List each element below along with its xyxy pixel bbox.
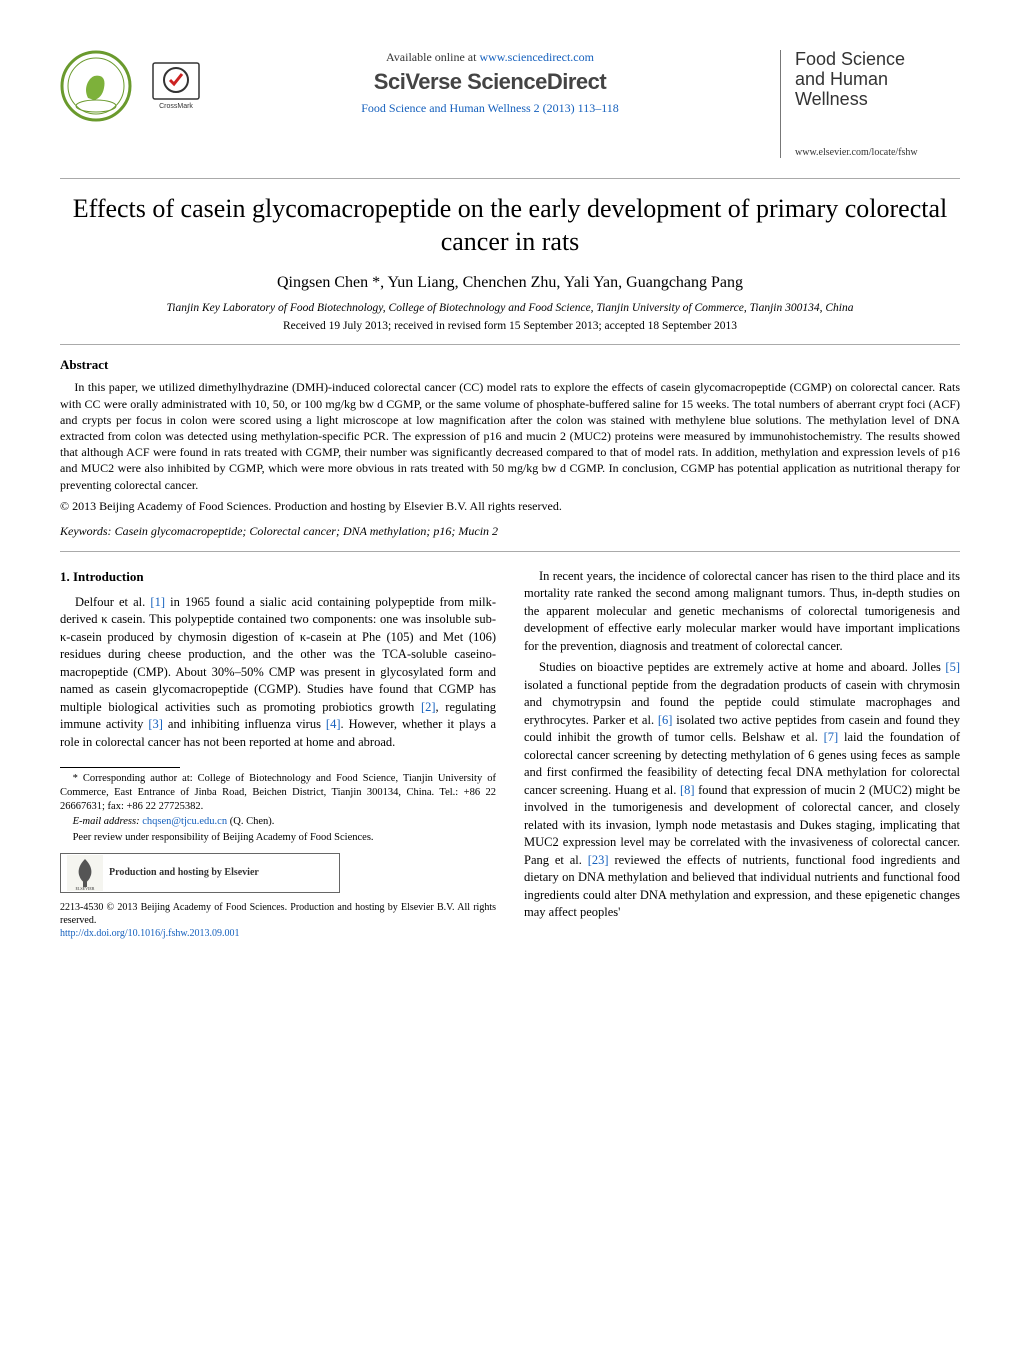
society-logo-icon: [60, 50, 132, 122]
separator-top: [60, 178, 960, 179]
two-column-body: 1. Introduction Delfour et al. [1] in 19…: [60, 568, 960, 940]
journal-url[interactable]: www.elsevier.com/locate/fshw: [795, 147, 960, 158]
citation-3[interactable]: [3]: [148, 717, 163, 731]
footnote-separator: [60, 767, 180, 768]
text: in 1965 found a sialic acid containing p…: [60, 595, 496, 714]
journal-title-line1: Food Science: [795, 49, 905, 69]
text: Delfour et al.: [75, 595, 150, 609]
elsevier-tree-icon: ELSEVIER: [67, 855, 103, 891]
abstract-text: In this paper, we utilized dimethylhydra…: [60, 379, 960, 492]
citation-5[interactable]: [5]: [945, 660, 960, 674]
abstract-heading: Abstract: [60, 357, 960, 373]
right-column: In recent years, the incidence of colore…: [524, 568, 960, 940]
hosting-text: Production and hosting by Elsevier: [109, 866, 259, 879]
section-heading-intro: 1. Introduction: [60, 568, 496, 586]
abstract-body: In this paper, we utilized dimethylhydra…: [60, 379, 960, 492]
citation-6[interactable]: [6]: [658, 713, 673, 727]
footnotes-block: * Corresponding author at: College of Bi…: [60, 772, 496, 939]
separator-after-abstract: [60, 551, 960, 552]
sciencedirect-link[interactable]: www.sciencedirect.com: [479, 50, 594, 64]
sciverse-logo-text: SciVerse ScienceDirect: [220, 69, 760, 95]
journal-title: Food Science and Human Wellness: [795, 50, 960, 109]
abstract-copyright: © 2013 Beijing Academy of Food Sciences.…: [60, 499, 960, 514]
author-list: Qingsen Chen *, Yun Liang, Chenchen Zhu,…: [60, 274, 960, 292]
crossmark-icon[interactable]: CrossMark: [152, 62, 200, 110]
hosting-box: ELSEVIER Production and hosting by Elsev…: [60, 853, 340, 893]
affiliation: Tianjin Key Laboratory of Food Biotechno…: [60, 302, 960, 314]
keywords-values: Casein glycomacropeptide; Colorectal can…: [112, 524, 498, 538]
col2-para-2: Studies on bioactive peptides are extrem…: [524, 659, 960, 922]
issn-block: 2213-4530 © 2013 Beijing Academy of Food…: [60, 901, 496, 940]
intro-para-1: Delfour et al. [1] in 1965 found a siali…: [60, 594, 496, 752]
peer-review-note: Peer review under responsibility of Beij…: [60, 831, 496, 845]
svg-text:CrossMark: CrossMark: [159, 103, 193, 110]
citation-23[interactable]: [23]: [588, 853, 609, 867]
header-row: CrossMark Available online at www.scienc…: [60, 50, 960, 158]
keywords-label: Keywords:: [60, 524, 112, 538]
svg-text:ELSEVIER: ELSEVIER: [76, 886, 95, 891]
separator-after-dates: [60, 344, 960, 345]
citation-8[interactable]: [8]: [680, 783, 695, 797]
email-suffix: (Q. Chen).: [227, 816, 274, 827]
journal-citation-line: Food Science and Human Wellness 2 (2013)…: [220, 101, 760, 116]
available-prefix: Available online at: [386, 50, 479, 64]
corresponding-author: * Corresponding author at: College of Bi…: [60, 772, 496, 813]
citation-1[interactable]: [1]: [150, 595, 165, 609]
keywords-line: Keywords: Casein glycomacropeptide; Colo…: [60, 524, 960, 539]
issn-copyright: 2213-4530 © 2013 Beijing Academy of Food…: [60, 901, 496, 927]
journal-title-line2: and Human Wellness: [795, 69, 888, 109]
left-column: 1. Introduction Delfour et al. [1] in 19…: [60, 568, 496, 940]
email-line: E-mail address: chqsen@tjcu.edu.cn (Q. C…: [60, 815, 496, 829]
article-dates: Received 19 July 2013; received in revis…: [60, 320, 960, 332]
citation-4[interactable]: [4]: [326, 717, 341, 731]
email-link[interactable]: chqsen@tjcu.edu.cn: [142, 816, 227, 827]
center-header: Available online at www.sciencedirect.co…: [220, 50, 760, 116]
available-online-line: Available online at www.sciencedirect.co…: [220, 50, 760, 65]
journal-title-box: Food Science and Human Wellness www.else…: [780, 50, 960, 158]
col2-para-1: In recent years, the incidence of colore…: [524, 568, 960, 656]
citation-7[interactable]: [7]: [824, 730, 839, 744]
doi-link[interactable]: http://dx.doi.org/10.1016/j.fshw.2013.09…: [60, 928, 239, 939]
citation-2[interactable]: [2]: [421, 700, 436, 714]
email-label: E-mail address:: [73, 816, 143, 827]
article-title: Effects of casein glycomacropeptide on t…: [60, 193, 960, 258]
text: Studies on bioactive peptides are extrem…: [539, 660, 945, 674]
text: and inhibiting influenza virus: [163, 717, 326, 731]
